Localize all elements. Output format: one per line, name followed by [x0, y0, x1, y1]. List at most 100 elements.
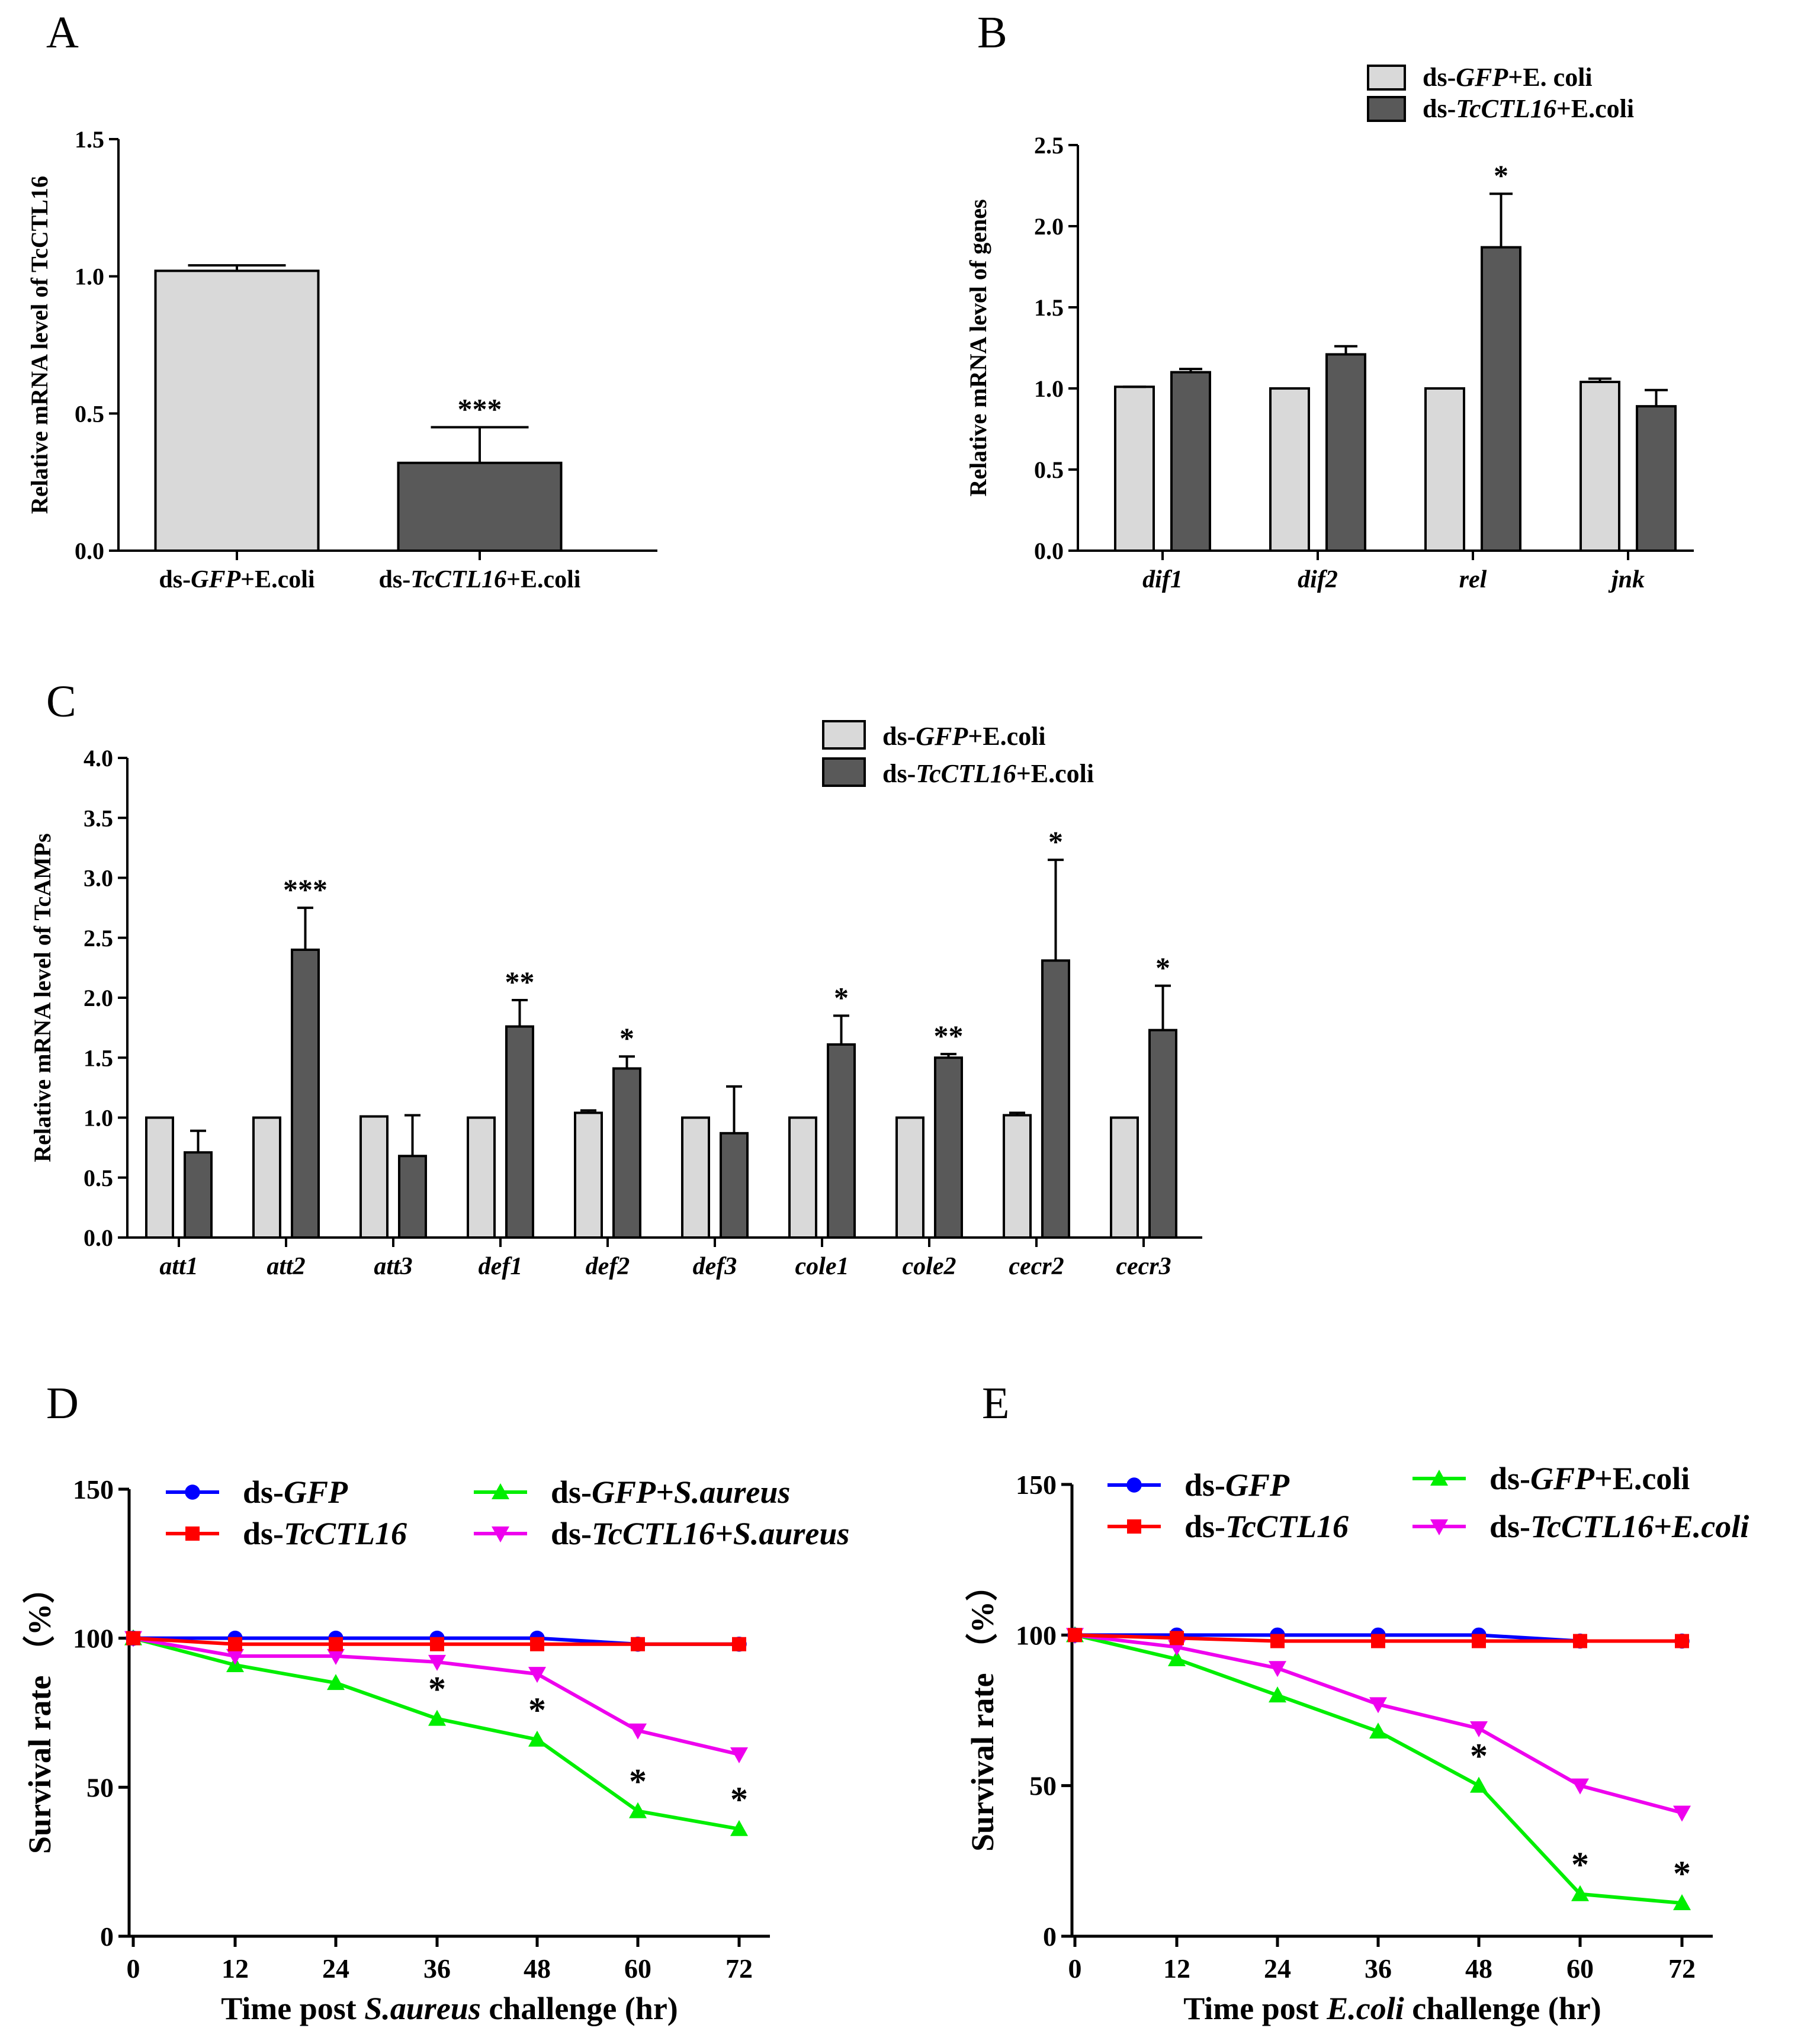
bar [505, 1025, 534, 1239]
legend-label: ds-GFP [1184, 1467, 1290, 1503]
x-tick-label: def1 [479, 1253, 523, 1280]
legend-label: ds-TcCTL16+E.coli [1489, 1509, 1749, 1544]
x-tick-label: cecr3 [1116, 1253, 1171, 1280]
significance-mark: * [1571, 1845, 1589, 1884]
x-tick-label: dif2 [1298, 566, 1338, 593]
data-point [428, 1654, 446, 1671]
data-point [1571, 1778, 1589, 1795]
significance-mark: * [730, 1780, 748, 1819]
y-tick-label: 1.5 [84, 1045, 113, 1071]
legend-label: ds-TcCTL16 [243, 1516, 407, 1551]
y-axis-label: Survival rate （%） [22, 1571, 57, 1854]
significance-mark: *** [283, 873, 328, 906]
panel-label: E [982, 1378, 1009, 1428]
data-point [530, 1637, 544, 1651]
data-point [528, 1730, 546, 1747]
bar [397, 461, 563, 552]
panel-label: A [46, 8, 79, 57]
y-tick-label: 100 [73, 1624, 114, 1654]
legend-swatch [822, 757, 866, 787]
bar [1041, 959, 1070, 1239]
y-tick-label: 2.5 [84, 925, 113, 952]
bar [1424, 387, 1465, 552]
legend-label: ds-TcCTL16 [1184, 1509, 1349, 1544]
data-point [1270, 1634, 1285, 1648]
bar [1325, 353, 1366, 552]
data-point [1573, 1634, 1587, 1648]
data-point [631, 1637, 645, 1651]
x-tick-label: 24 [1264, 1953, 1291, 1984]
x-axis-label: Time post S.aureus challenge (hr) [221, 1991, 678, 2026]
data-point [1430, 1519, 1448, 1535]
x-tick-label: def3 [693, 1253, 737, 1280]
x-tick-label: cecr2 [1009, 1253, 1064, 1280]
data-point [1168, 1650, 1186, 1667]
bar [895, 1116, 924, 1239]
data-point [428, 1709, 446, 1726]
y-tick-label: 2.0 [84, 985, 113, 1011]
panel-D: D 0 50 100 150 0 12 24 36 48 60 72 Survival rate （%）… [22, 1378, 849, 2026]
panel-label: C [46, 677, 76, 727]
y-tick-label: 150 [1016, 1470, 1057, 1500]
legend-label: ds-GFP+E.coli [882, 722, 1046, 751]
x-tick-label: 0 [1068, 1953, 1082, 1984]
legend-label: ds-GFP+E. coli [1423, 63, 1593, 92]
x-tick-label: jnk [1608, 566, 1645, 593]
y-tick-label: 0.0 [1034, 538, 1064, 564]
bar [154, 269, 320, 552]
y-tick-label: 3.0 [84, 865, 113, 892]
bar [1580, 381, 1620, 552]
bar [827, 1043, 856, 1239]
x-tick-label: 48 [1465, 1953, 1492, 1984]
y-tick-label: 1.0 [75, 263, 104, 290]
significance-mark: * [1470, 1737, 1488, 1776]
panel-label: B [977, 8, 1007, 57]
bar [681, 1116, 710, 1239]
panel-E: E 0 50 100 150 0 12 24 36 48 60 72 Survival rate （%）… [965, 1378, 1749, 2026]
y-tick-label: 4.0 [84, 745, 113, 772]
x-tick-label: att1 [159, 1253, 198, 1280]
x-tick-label: 48 [524, 1953, 551, 1984]
data-point [1127, 1519, 1141, 1534]
significance-mark: * [629, 1762, 647, 1801]
data-point [126, 1631, 140, 1646]
x-tick-label: 72 [725, 1953, 753, 1984]
data-point [430, 1637, 444, 1651]
x-tick-label: 12 [1163, 1953, 1190, 1984]
y-tick-label: 100 [1016, 1620, 1057, 1650]
data-point [1369, 1697, 1387, 1714]
y-tick-label: 0.0 [84, 1225, 113, 1251]
data-point [732, 1637, 746, 1651]
data-point [327, 1674, 345, 1691]
bar [720, 1132, 749, 1239]
x-tick-label: 60 [624, 1953, 651, 1984]
x-tick-label: att3 [374, 1253, 412, 1280]
legend-swatch [1367, 96, 1406, 122]
significance-mark: * [1494, 159, 1508, 192]
y-tick-label: 1.5 [75, 126, 104, 153]
bar [1148, 1029, 1177, 1239]
bar [184, 1151, 213, 1239]
significance-mark: * [1155, 951, 1170, 984]
y-tick-label: 1.5 [1034, 294, 1064, 321]
data-point [1170, 1631, 1184, 1646]
panel-A: A 0.0 0.5 1.0 1.5 Relative mRNA level of TcCT… [26, 8, 657, 593]
x-tick-label: 36 [423, 1953, 451, 1984]
y-tick-label: 3.5 [84, 805, 113, 831]
legend-label: ds-GFP+E.coli [1489, 1461, 1690, 1496]
bar [291, 949, 320, 1239]
data-point [185, 1484, 200, 1500]
x-axis-label: Time post E.coli challenge (hr) [1183, 1991, 1601, 2026]
bar [934, 1056, 963, 1239]
x-tick-label: cole1 [795, 1253, 849, 1280]
y-tick-label: 0.5 [75, 400, 104, 427]
data-point [228, 1637, 242, 1651]
significance-mark: * [428, 1670, 446, 1709]
significance-mark: *** [458, 393, 502, 426]
legend-label: ds-TcCTL16+S.aureus [551, 1516, 849, 1551]
significance-mark: * [619, 1021, 634, 1055]
data-point [1673, 1894, 1691, 1911]
bar [788, 1116, 817, 1239]
y-tick-label: 1.0 [84, 1105, 113, 1132]
